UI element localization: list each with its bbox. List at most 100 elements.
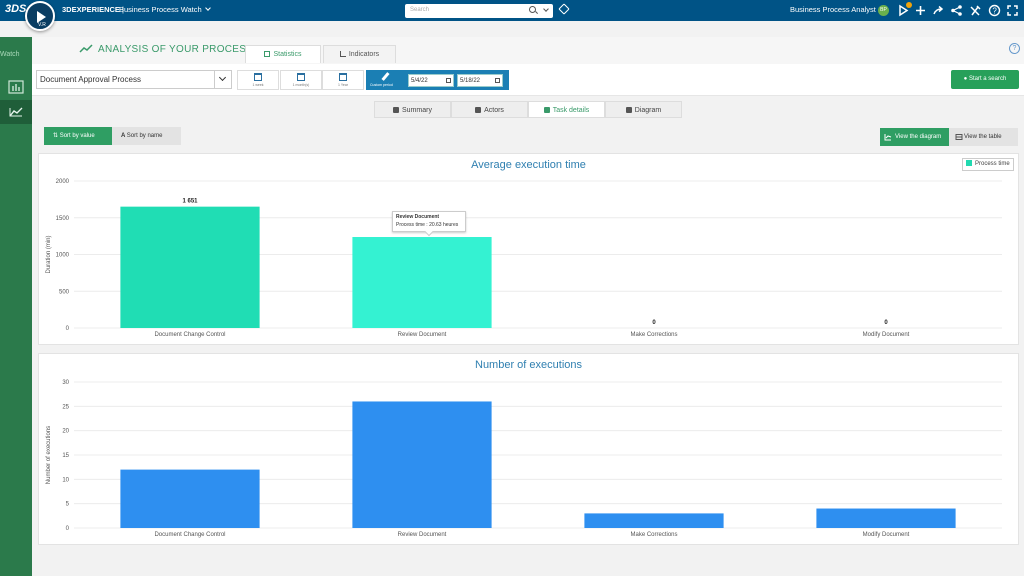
- expand-icon[interactable]: [1006, 4, 1019, 17]
- share-arrow-icon[interactable]: [932, 4, 945, 17]
- y-tick-label: 15: [62, 453, 69, 459]
- sort-by-value-label: Sort by value: [59, 133, 95, 139]
- brand-separator: |: [119, 5, 124, 14]
- period-1-month-button[interactable]: 1 month(s): [280, 70, 322, 90]
- x-tick-label: Review Document: [398, 332, 447, 338]
- sort-icon: ⇅: [53, 133, 60, 139]
- tab-summary-label: Summary: [402, 107, 432, 114]
- period-1-week-button[interactable]: 1 week: [237, 70, 279, 90]
- period-label: 1 week: [252, 83, 264, 87]
- calendar-icon: [339, 73, 347, 81]
- tab-indicators[interactable]: Indicators: [323, 45, 396, 63]
- indicators-icon: [339, 51, 346, 57]
- y-tick-label: 25: [62, 404, 69, 410]
- tooltip-text: Process time : 20.63 heures: [396, 222, 459, 228]
- y-tick-label: 1500: [56, 216, 70, 222]
- search-icon[interactable]: [529, 6, 536, 13]
- start-search-label: Start a search: [968, 76, 1007, 82]
- y-tick-label: 5: [66, 502, 70, 508]
- trend-icon: [9, 107, 23, 117]
- svg-text:?: ?: [992, 6, 997, 15]
- calendar-icon: [495, 78, 500, 83]
- share-icon[interactable]: [950, 4, 963, 17]
- compass-button[interactable]: V.R: [25, 1, 55, 31]
- pencil-icon: [381, 72, 390, 81]
- executions-chart: 0 5 10 15 20 25 30 Number of executions Document…: [46, 380, 1002, 538]
- dassault-logo-icon: 3DS: [5, 3, 27, 15]
- chevron-down-icon: [204, 5, 211, 11]
- data-label: 0: [884, 320, 888, 326]
- x-tick-label: Document Change Control: [154, 532, 225, 538]
- process-select[interactable]: Document Approval Process: [36, 70, 232, 89]
- tab-summary[interactable]: Summary: [374, 101, 451, 118]
- chevron-down-icon[interactable]: [543, 6, 549, 12]
- tab-actors[interactable]: Actors: [451, 101, 528, 118]
- y-tick-label: 0: [66, 526, 70, 532]
- view-table-label: View the table: [964, 134, 1002, 140]
- sort-by-name-label: Sort by name: [126, 133, 163, 139]
- period-label: 1 Year: [338, 83, 348, 87]
- header-band: [32, 37, 1024, 64]
- tab-statistics[interactable]: Statistics: [245, 45, 321, 63]
- left-sidebar: Watch: [0, 37, 32, 576]
- calendar-icon: [254, 73, 262, 81]
- user-name[interactable]: Business Process Analyst 1: [790, 5, 883, 14]
- statistics-icon: [264, 51, 271, 57]
- brand-name: 3DEXPERIENCE: [62, 5, 120, 14]
- y-tick-label: 500: [59, 289, 70, 295]
- chart-legend[interactable]: Process time: [962, 158, 1014, 171]
- tag-icon[interactable]: [558, 3, 570, 15]
- page-title: ANALYSIS OF YOUR PROCESSES: [98, 44, 268, 55]
- add-icon[interactable]: [914, 4, 927, 17]
- chevron-down-icon: [214, 71, 231, 88]
- play-icon: [37, 11, 46, 23]
- tab-diagram-label: Diagram: [634, 107, 662, 114]
- trend-icon: [79, 44, 93, 53]
- sort-by-value-button[interactable]: ⇅ Sort by value: [44, 127, 112, 145]
- tab-diagram[interactable]: Diagram: [605, 101, 682, 118]
- x-tick-label: Make Corrections: [630, 532, 677, 538]
- tools-icon[interactable]: [969, 4, 982, 17]
- view-diagram-label: View the diagram: [895, 134, 942, 140]
- avatar[interactable]: BP: [878, 5, 889, 16]
- date-to-value: 5/18/22: [460, 78, 481, 84]
- y-tick-label: 10: [62, 477, 69, 483]
- chart-bar: [352, 237, 492, 328]
- diagram-icon: [625, 107, 632, 113]
- help-icon[interactable]: ?: [1009, 43, 1020, 54]
- view-diagram-button[interactable]: View the diagram: [880, 128, 949, 146]
- help-icon[interactable]: ?: [988, 4, 1001, 17]
- period-label: 1 month(s): [292, 83, 310, 87]
- custom-period-button[interactable]: Custom period 5/4/22 5/18/22: [366, 70, 509, 90]
- search-placeholder: Search: [410, 7, 430, 13]
- chart-title: Average execution time: [471, 159, 586, 171]
- period-1-year-button[interactable]: 1 Year: [322, 70, 364, 90]
- data-label: 0: [652, 320, 656, 326]
- bar-chart-icon: [8, 80, 24, 94]
- brand-label: 3DEXPERIENCE |: [62, 5, 124, 14]
- sidebar-watch-label: Watch: [0, 51, 20, 58]
- chart-title: Number of executions: [475, 359, 582, 371]
- x-tick-label: Modify Document: [863, 532, 910, 538]
- y-tick-label: 30: [62, 380, 69, 386]
- sidebar-item-statistics[interactable]: [3, 75, 29, 99]
- tab-task-details[interactable]: Task details: [528, 101, 605, 118]
- app-switcher[interactable]: Business Process Watch: [119, 5, 211, 14]
- x-tick-label: Document Change Control: [154, 332, 225, 338]
- view-table-button[interactable]: View the table: [949, 128, 1018, 146]
- date-from-value: 5/4/22: [411, 78, 428, 84]
- list-icon: [543, 107, 550, 113]
- date-to-input[interactable]: 5/18/22: [457, 74, 503, 87]
- sidebar-item-analysis[interactable]: [0, 100, 32, 124]
- date-from-input[interactable]: 5/4/22: [408, 74, 454, 87]
- start-search-button[interactable]: ● Start a search: [951, 70, 1019, 89]
- sort-by-name-button[interactable]: A Sort by name: [112, 127, 181, 145]
- users-icon: [475, 107, 482, 113]
- y-tick-label: 1000: [56, 253, 70, 259]
- notifications-icon[interactable]: [897, 4, 910, 17]
- y-tick-label: 2000: [56, 179, 70, 185]
- tab-task-details-label: Task details: [552, 107, 590, 114]
- search-input[interactable]: Search: [405, 4, 553, 18]
- chart-bar: [584, 513, 724, 528]
- chart-bar: [816, 508, 956, 528]
